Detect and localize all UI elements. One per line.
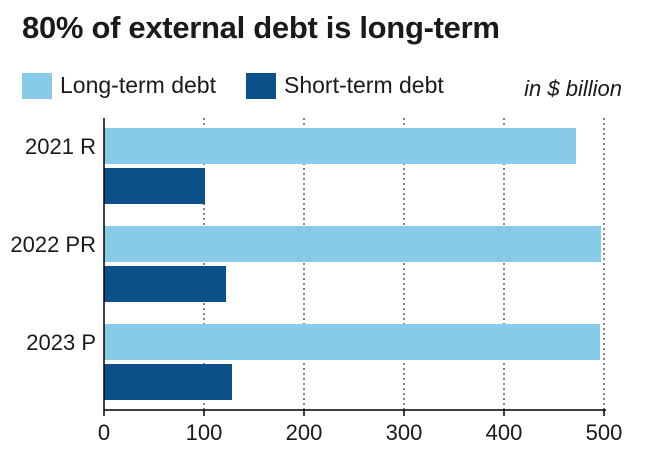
bar-long-term-1 [104,226,601,262]
category-label-0: 2021 R [25,134,96,159]
x-tick-label-0: 0 [98,420,110,445]
legend-label-long-term: Long-term debt [60,72,216,98]
bar-short-term-0 [104,168,205,204]
unit-note: in $ billion [524,76,622,101]
x-tick-label-200: 200 [286,420,323,445]
bar-long-term-0 [104,128,576,164]
legend-item-long-term: Long-term debt [22,72,216,99]
bar-long-term-2 [104,324,600,360]
chart-title: 80% of external debt is long-term [22,10,500,45]
legend-item-short-term: Short-term debt [245,72,444,99]
legend-swatch-long-term [22,72,52,99]
bar-short-term-1 [104,266,226,302]
bar-short-term-2 [104,364,232,400]
x-tick-label-100: 100 [186,420,223,445]
x-tick-label-300: 300 [386,420,423,445]
x-tick-label-400: 400 [486,420,523,445]
legend-swatch-short-term [245,72,276,99]
x-tick-label-500: 500 [586,420,623,445]
legend-label-short-term: Short-term debt [283,72,444,98]
legend: Long-term debt Short-term debt [22,72,474,99]
category-label-2: 2023 P [26,330,96,355]
category-label-1: 2022 PR [10,232,96,257]
